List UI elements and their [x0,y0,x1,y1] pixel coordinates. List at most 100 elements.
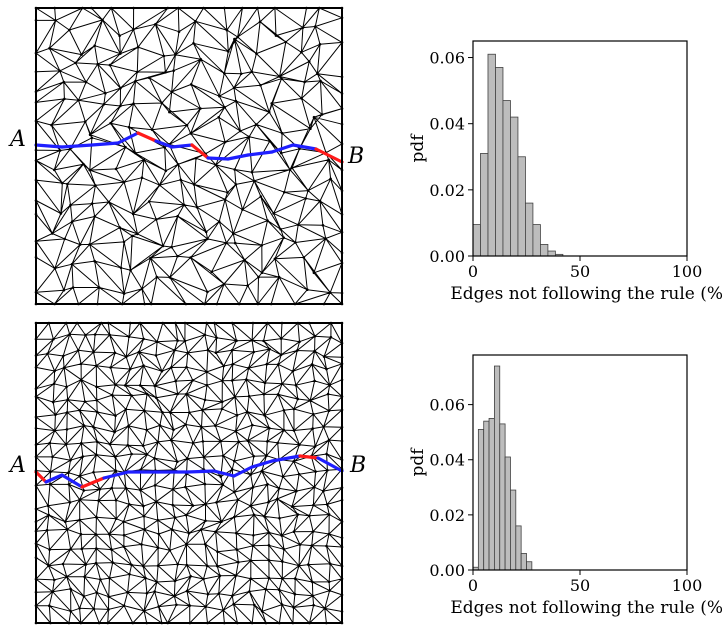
mesh-node [217,592,221,595]
mesh-node [281,560,284,563]
mesh-node [132,102,135,105]
mesh-node [78,409,81,412]
mesh-node [48,548,51,551]
mesh-node [69,203,72,207]
mesh-node [62,366,66,370]
mesh-node [156,518,160,522]
mesh-node [68,147,72,151]
mesh-node [233,241,237,245]
mesh-node [221,379,224,383]
mesh-node [273,257,277,261]
mesh-node [118,226,122,229]
mesh-node [92,471,95,474]
mesh-node [74,61,77,65]
mesh-node [58,149,62,152]
mesh-node [270,102,274,105]
mesh-node [266,440,269,443]
mesh-node [80,547,84,551]
mesh-node [128,573,131,576]
mesh-node [88,168,92,172]
mesh-node [113,455,117,459]
mesh-node [130,563,133,567]
mesh-node [95,398,99,402]
path-edge-following-rule [250,459,274,469]
mesh-node [63,97,66,101]
path-edge-breaking-rule [136,131,158,143]
y-tick-label: 0.06 [429,396,465,415]
mesh-node [173,594,176,598]
mesh-node [109,366,112,369]
mesh-node [142,158,146,162]
mesh-node [80,53,83,56]
mesh-node [66,182,69,186]
mesh-node [214,351,218,355]
mesh-node [265,362,269,366]
mesh-end-label: B [349,453,366,478]
mesh-node [49,470,52,474]
x-axis-label: Edges not following the rule (%) [450,284,722,304]
path-edge-following-rule [270,143,295,154]
mesh-node [168,276,172,279]
mesh-node [282,409,286,412]
mesh-node [247,135,251,139]
mesh-node [204,605,207,608]
mesh-node [203,542,207,546]
y-tick-label: 0.00 [429,561,465,580]
mesh-node [95,547,98,550]
mesh-node [155,275,159,279]
x-axis-label: Edges not following the rule (%) [450,598,722,618]
mesh-node [136,70,139,74]
mesh-node [260,271,264,275]
mesh-node [232,86,236,90]
mesh-node [95,385,98,389]
mesh-node [322,355,326,358]
mesh-node [65,385,68,389]
mesh-node [65,575,68,578]
mesh-node [62,80,66,84]
y-tick-label: 0.06 [429,49,465,68]
mesh-node [204,230,208,234]
mesh-node [216,550,219,554]
mesh-node [108,442,112,446]
mesh-node [293,577,297,580]
x-tick-label: 0 [468,576,478,595]
path-edge-following-rule [246,150,274,157]
mesh-node [54,19,57,22]
mesh-node [322,489,325,493]
mesh-node [124,355,128,359]
mesh-node [252,534,255,537]
mesh-node [233,395,237,399]
mesh-node [127,503,131,506]
mesh-node [143,409,146,413]
mesh-node [318,199,322,203]
mesh-node [145,453,149,456]
mesh-node [113,351,117,355]
y-axis-label: pdf [408,447,428,477]
mesh-node [48,47,51,50]
mesh-node [206,237,209,241]
mesh-node [247,366,250,370]
histogram-bar [487,53,496,257]
mesh-node [218,94,221,98]
mesh-node [169,438,173,442]
mesh-node [70,220,74,223]
mesh-node [186,457,189,460]
mesh-node [203,333,207,337]
histogram-panel-top: 0 50 100 0.00 0.02 0.04 0.06 pdf Edges not fol… [408,40,722,304]
mesh-node [235,339,238,343]
mesh-node [325,544,328,548]
mesh-node [235,548,239,551]
mesh-node [77,98,80,102]
mesh-node [231,362,234,366]
mesh-node [316,72,319,75]
mesh-node [81,455,85,458]
mesh-node [149,256,152,260]
path-edge-following-rule [154,139,174,149]
mesh-node [79,378,83,382]
mesh-node [53,267,57,270]
mesh-node [147,76,151,79]
mesh-node [279,353,283,357]
mesh-node [223,72,226,75]
mesh-node [66,528,69,531]
mesh-node [122,604,126,607]
